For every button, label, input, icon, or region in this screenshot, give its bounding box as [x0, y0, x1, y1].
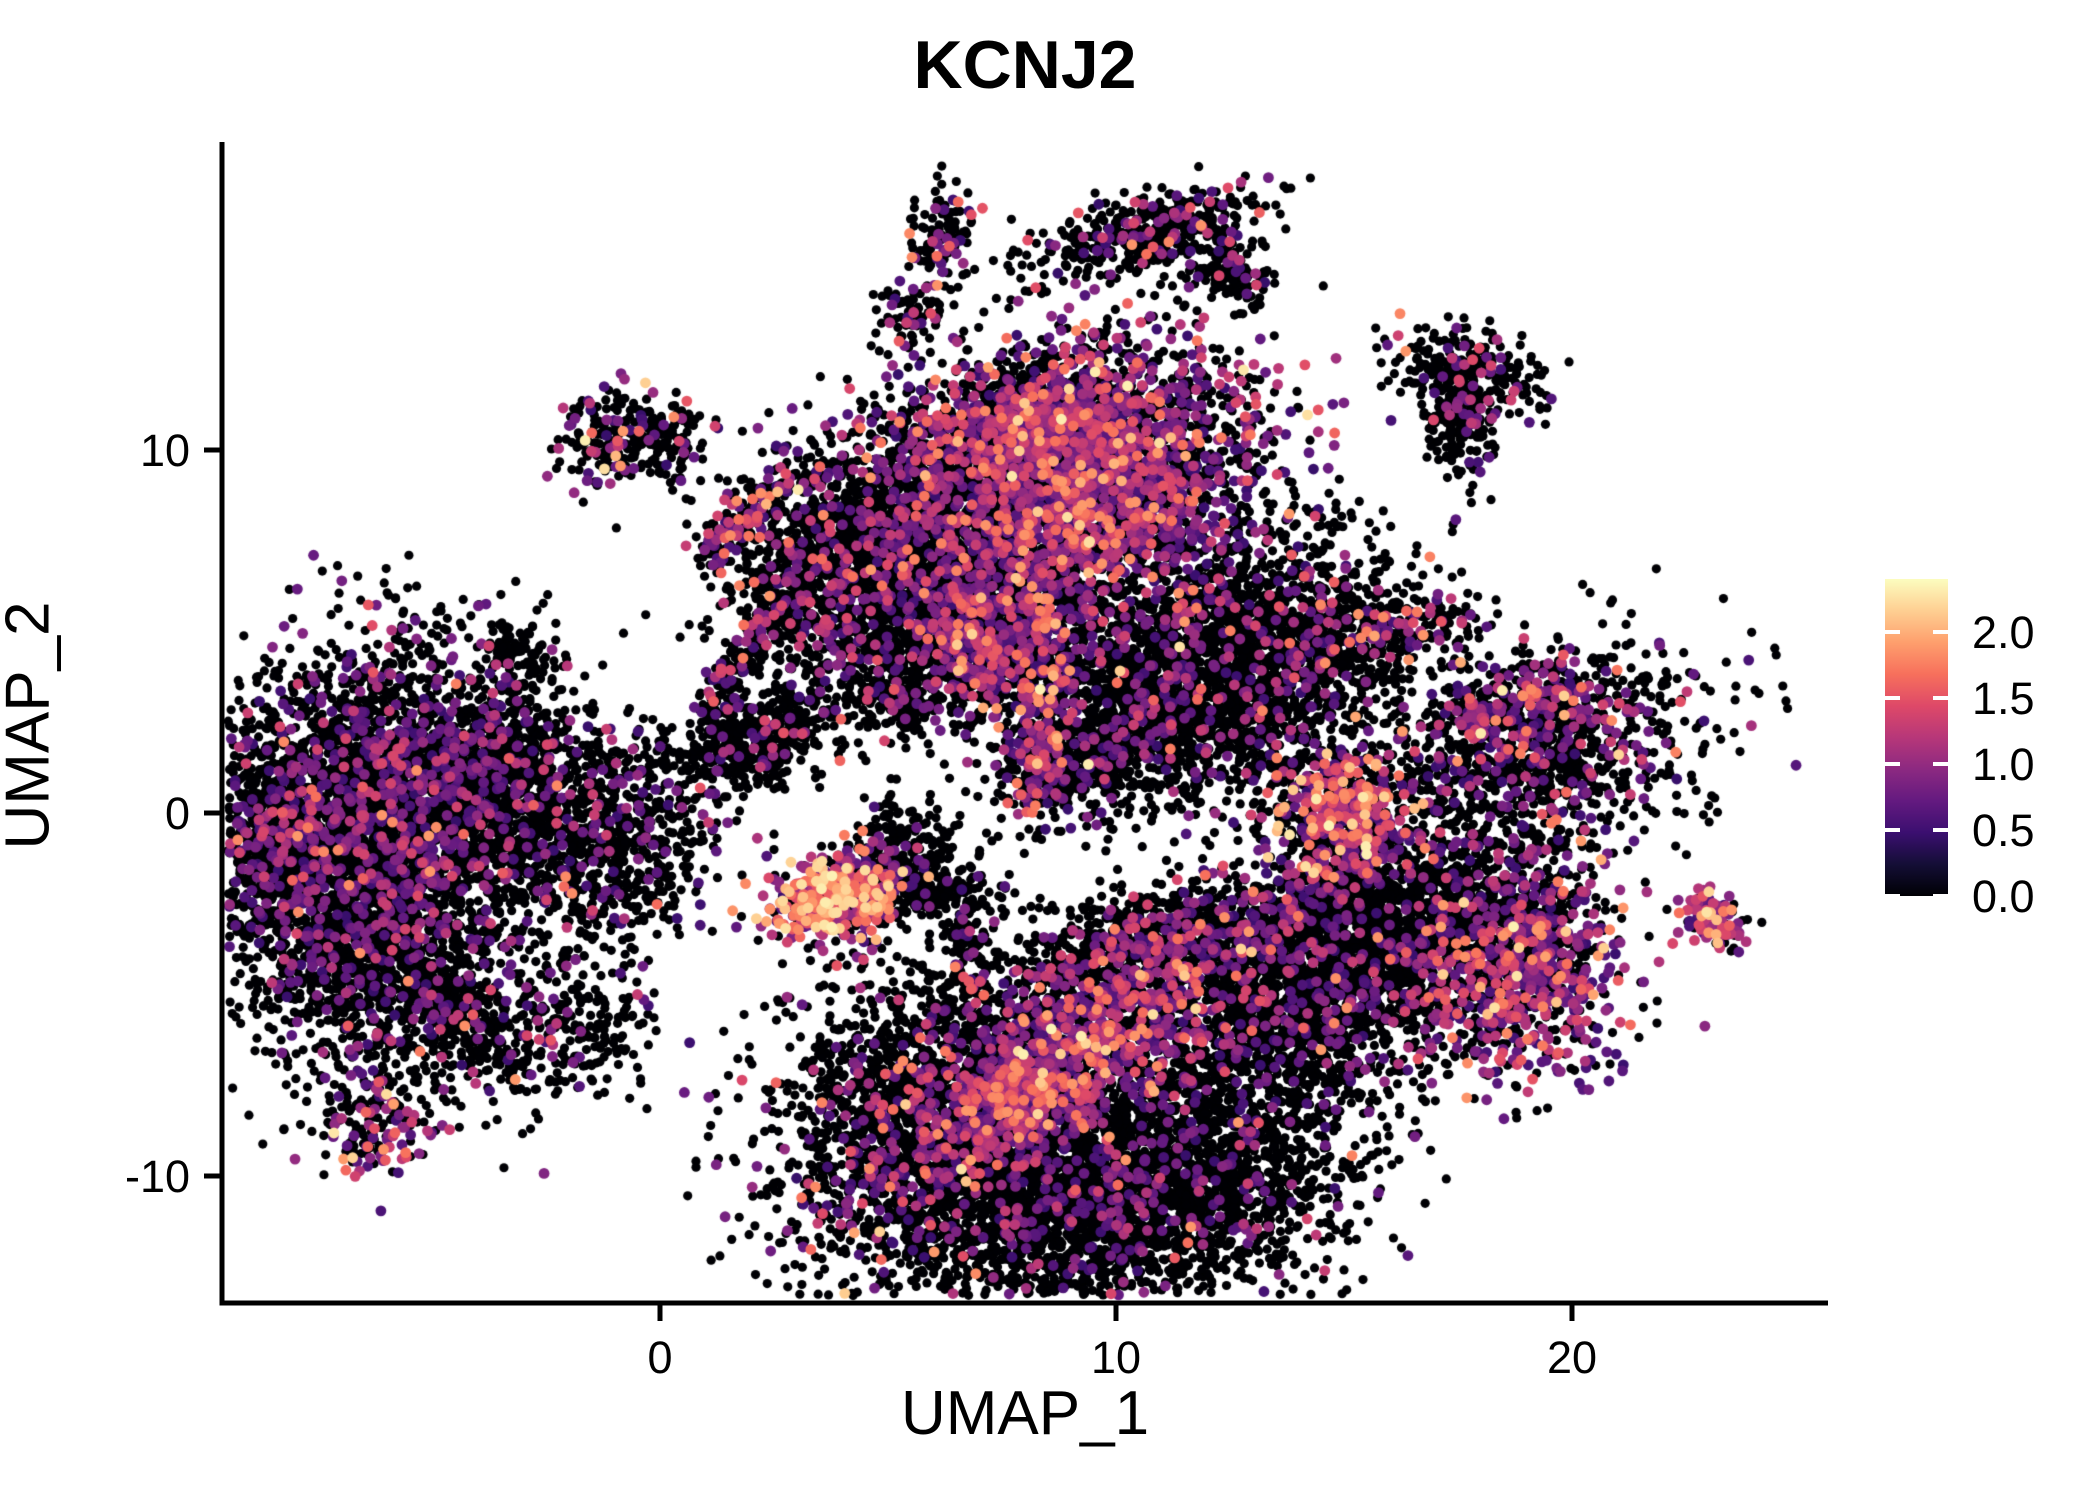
y-axis-title: UMAP_2: [0, 601, 63, 850]
colorbar-tick-mark: [1933, 761, 1948, 766]
colorbar-tick-label: 1.0: [1972, 738, 2035, 790]
y-tick-label: -10: [124, 1151, 190, 1202]
colorbar-tick-mark: [1885, 695, 1900, 700]
colorbar-tick-mark: [1885, 629, 1900, 634]
y-tick-label: 10: [139, 425, 190, 476]
colorbar-tick-mark: [1885, 827, 1900, 832]
colorbar-tick-label: 0.5: [1972, 804, 2035, 856]
x-tick-label: 0: [647, 1332, 673, 1383]
y-tick-label: 0: [164, 788, 190, 839]
colorbar-tick-label: 2.0: [1972, 606, 2035, 658]
colorbar-tick-mark: [1933, 827, 1948, 832]
colorbar-tick-mark: [1933, 695, 1948, 700]
plot-title: KCNJ2: [913, 27, 1137, 103]
colorbar-tick-mark: [1933, 629, 1948, 634]
x-tick-label: 20: [1546, 1332, 1598, 1383]
colorbar-tick-mark: [1933, 894, 1948, 898]
x-tick-label: 10: [1090, 1332, 1142, 1383]
colorbar-tick-mark: [1885, 761, 1900, 766]
colorbar-tick-label: 1.5: [1972, 672, 2035, 724]
colorbar-tick-label: 0.0: [1972, 871, 2035, 922]
x-axis-title: UMAP_1: [900, 1379, 1150, 1448]
colorbar-tick-mark: [1885, 894, 1900, 898]
colorbar-gradient: [1885, 579, 1948, 896]
